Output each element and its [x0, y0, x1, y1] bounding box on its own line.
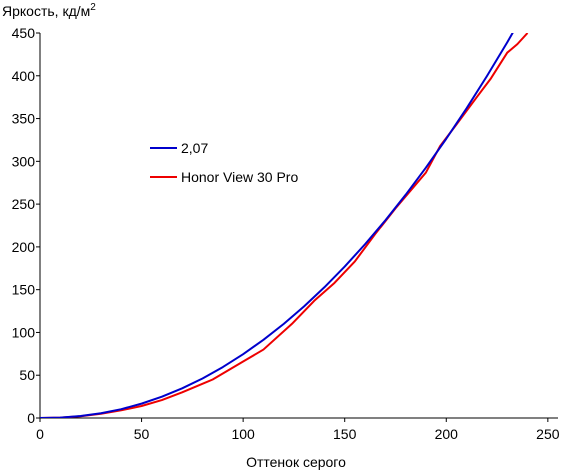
y-tick-label: 300: [12, 153, 36, 169]
y-tick-label: 100: [12, 324, 36, 340]
x-tick-label: 150: [333, 426, 357, 442]
series-layer: [40, 33, 529, 418]
x-tick-label: 100: [231, 426, 255, 442]
y-tick-label: 450: [12, 25, 36, 41]
y-tick-label: 350: [12, 111, 36, 127]
x-tick-label: 250: [536, 426, 560, 442]
legend: 2,07 Honor View 30 Pro: [150, 140, 298, 185]
y-tick-label: 0: [27, 410, 35, 426]
x-tick-label: 50: [134, 426, 150, 442]
legend-label: Honor View 30 Pro: [181, 169, 298, 185]
y-axis-title: Яркость, кд/м2: [2, 2, 96, 19]
series-line-device: [40, 33, 529, 418]
axes: 0 50 100 150 200 250 300 350 400 450 0 50 100 150 200 2…: [12, 25, 560, 442]
x-tick-label: 0: [36, 426, 44, 442]
y-tick-label: 400: [12, 68, 36, 84]
x-axis-title: Оттенок серого: [246, 454, 346, 470]
y-tick-label: 250: [12, 196, 36, 212]
y-tick-label: 200: [12, 239, 36, 255]
series-line-gamma: [40, 33, 514, 418]
y-tick-label: 50: [19, 367, 35, 383]
y-tick-label: 150: [12, 282, 36, 298]
legend-label: 2,07: [181, 140, 208, 156]
x-tick-label: 200: [435, 426, 459, 442]
